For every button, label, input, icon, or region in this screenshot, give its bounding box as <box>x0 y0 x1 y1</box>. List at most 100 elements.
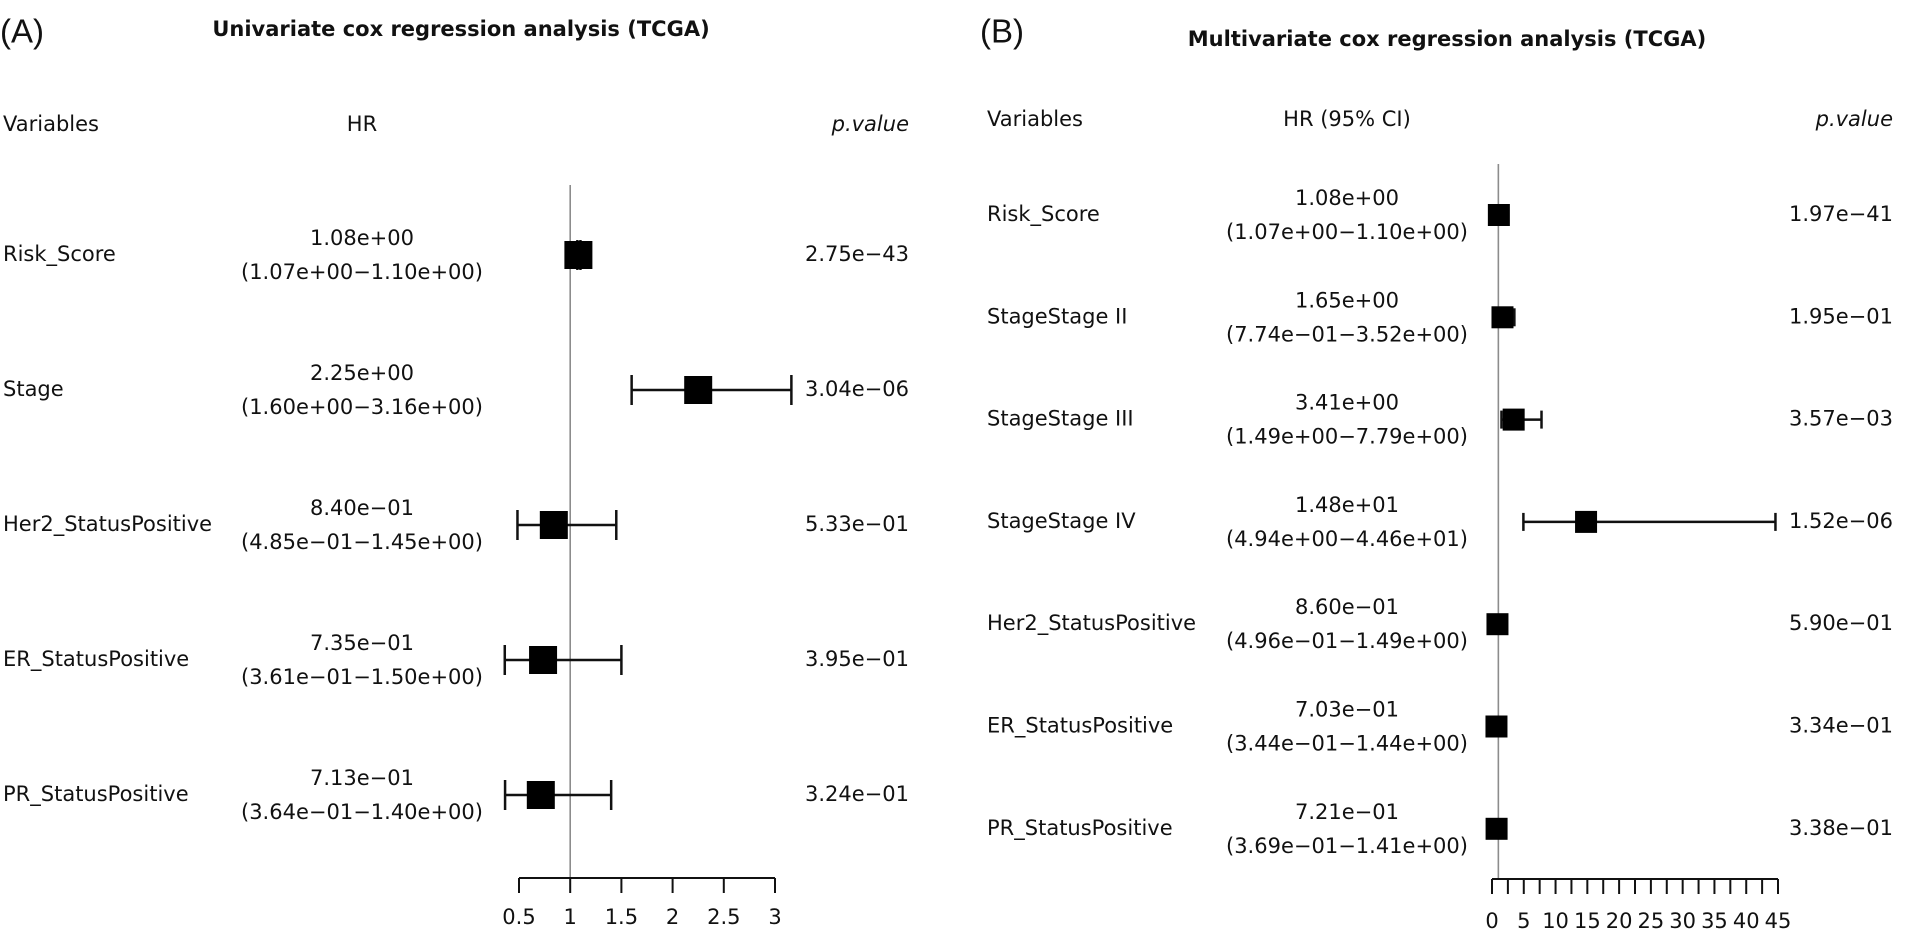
x-tick-label: 35 <box>1701 909 1728 933</box>
x-tick-label: 2.5 <box>707 905 740 929</box>
variable-label: Her2_StatusPositive <box>987 611 1196 636</box>
chart-title: Multivariate cox regression analysis (TC… <box>1188 27 1706 51</box>
p-value: 5.90e−01 <box>1789 611 1893 635</box>
hr-value: 1.48e+01 <box>1295 493 1399 517</box>
forest-row: PR_StatusPositive 7.13e−01 (3.64e−01−1.40e… <box>3 766 909 824</box>
ci-value: (4.94e+00−4.46e+01) <box>1226 527 1468 551</box>
p-value: 3.34e−01 <box>1789 714 1893 738</box>
forest-row: PR_StatusPositive 7.21e−01 (3.69e−01−1.41e… <box>987 800 1893 858</box>
ci-value: (1.07e+00−1.10e+00) <box>1226 220 1468 244</box>
x-tick-label: 1.5 <box>605 905 638 929</box>
forest-row: Her2_StatusPositive 8.60e−01 (4.96e−01−1.4… <box>987 595 1893 653</box>
variable-label: StageStage III <box>987 407 1134 431</box>
x-tick-label: 40 <box>1733 909 1760 933</box>
forest-row: Stage 2.25e+00 (1.60e+00−3.16e+00) 3.04e−06 <box>3 361 909 419</box>
hr-value: 7.03e−01 <box>1295 698 1399 722</box>
p-value: 1.52e−06 <box>1789 509 1893 533</box>
variable-label: StageStage IV <box>987 509 1136 533</box>
header-hr: HR <box>347 112 377 136</box>
x-tick-label: 2 <box>666 905 679 929</box>
header-hr: HR (95% CI) <box>1283 107 1411 131</box>
forest-row: Risk_Score 1.08e+00 (1.07e+00−1.10e+00) 2.7… <box>3 226 909 284</box>
p-value: 1.95e−01 <box>1789 304 1893 328</box>
forest-row: StageStage III 3.41e+00 (1.49e+00−7.79e+00… <box>987 391 1893 449</box>
x-tick-label: 5 <box>1517 909 1530 933</box>
hr-value: 3.41e+00 <box>1295 391 1399 415</box>
variable-label: ER_StatusPositive <box>987 714 1173 739</box>
hr-point-box <box>684 376 713 404</box>
ci-value: (3.64e−01−1.40e+00) <box>241 800 483 824</box>
hr-point-box <box>1487 204 1510 226</box>
p-value: 1.97e−41 <box>1789 202 1893 226</box>
hr-point-box <box>1486 613 1509 636</box>
hr-value: 7.13e−01 <box>310 766 414 790</box>
hr-value: 1.65e+00 <box>1295 288 1399 312</box>
header-pvalue: p.value <box>1815 107 1893 131</box>
p-value: 3.57e−03 <box>1789 407 1893 431</box>
ci-value: (4.85e−01−1.45e+00) <box>241 530 483 554</box>
panel-b: (B) Multivariate cox regression analysis … <box>980 13 1893 933</box>
hr-value: 7.21e−01 <box>1295 800 1399 824</box>
hr-point-box <box>1491 306 1514 329</box>
header-pvalue: p.value <box>831 112 909 136</box>
hr-value: 2.25e+00 <box>310 361 414 385</box>
forest-row: ER_StatusPositive 7.03e−01 (3.44e−01−1.44e… <box>987 698 1893 756</box>
forest-row: ER_StatusPositive 7.35e−01 (3.61e−01−1.50e… <box>3 631 909 689</box>
variable-label: PR_StatusPositive <box>3 782 189 807</box>
forest-row: StageStage IV 1.48e+01 (4.94e+00−4.46e+01)… <box>987 493 1893 551</box>
variable-label: StageStage II <box>987 304 1127 328</box>
ci-value: (3.69e−01−1.41e+00) <box>1226 834 1468 858</box>
variable-label: Risk_Score <box>987 202 1100 227</box>
p-value: 2.75e−43 <box>805 242 909 266</box>
panel-label: (B) <box>980 13 1024 50</box>
p-value: 3.24e−01 <box>805 782 909 806</box>
x-tick-label: 0 <box>1485 909 1498 933</box>
x-tick-label: 0.5 <box>502 905 535 929</box>
hr-point-box <box>1485 715 1508 738</box>
hr-value: 8.60e−01 <box>1295 595 1399 619</box>
p-value: 3.04e−06 <box>805 377 909 401</box>
ci-value: (1.60e+00−3.16e+00) <box>241 395 483 419</box>
hr-value: 1.08e+00 <box>1295 186 1399 210</box>
ci-value: (7.74e−01−3.52e+00) <box>1226 322 1468 346</box>
chart-title: Univariate cox regression analysis (TCGA… <box>212 17 709 41</box>
hr-value: 8.40e−01 <box>310 496 414 520</box>
x-tick-label: 3 <box>768 905 781 929</box>
x-tick-label: 10 <box>1542 909 1569 933</box>
ci-value: (3.61e−01−1.50e+00) <box>241 665 483 689</box>
hr-point-box <box>539 511 568 539</box>
x-tick-label: 20 <box>1606 909 1633 933</box>
ci-value: (1.07e+00−1.10e+00) <box>241 260 483 284</box>
hr-point-box <box>1502 408 1525 431</box>
variable-label: Risk_Score <box>3 242 116 267</box>
ci-value: (3.44e−01−1.44e+00) <box>1226 732 1468 756</box>
hr-point-box <box>529 646 558 674</box>
forest-row: StageStage II 1.65e+00 (7.74e−01−3.52e+00)… <box>987 288 1893 346</box>
panel-label: (A) <box>0 13 44 50</box>
header-variables: Variables <box>987 107 1083 131</box>
forest-row: Risk_Score 1.08e+00 (1.07e+00−1.10e+00) 1.9… <box>987 186 1893 244</box>
variable-label: Stage <box>3 377 64 401</box>
hr-value: 1.08e+00 <box>310 226 414 250</box>
x-tick-label: 1 <box>564 905 577 929</box>
p-value: 5.33e−01 <box>805 512 909 536</box>
hr-value: 7.35e−01 <box>310 631 414 655</box>
x-tick-label: 25 <box>1638 909 1665 933</box>
x-tick-label: 15 <box>1574 909 1601 933</box>
hr-point-box <box>564 241 593 269</box>
x-tick-label: 45 <box>1765 909 1792 933</box>
ci-value: (4.96e−01−1.49e+00) <box>1226 629 1468 653</box>
variable-label: ER_StatusPositive <box>3 647 189 672</box>
variable-label: Her2_StatusPositive <box>3 512 212 537</box>
p-value: 3.38e−01 <box>1789 816 1893 840</box>
hr-point-box <box>1575 510 1598 533</box>
hr-point-box <box>1485 817 1508 840</box>
variable-label: PR_StatusPositive <box>987 816 1173 841</box>
panel-a: (A) Univariate cox regression analysis (T… <box>0 13 909 929</box>
forest-row: Her2_StatusPositive 8.40e−01 (4.85e−01−1.4… <box>3 496 909 554</box>
ci-value: (1.49e+00−7.79e+00) <box>1226 425 1468 449</box>
header-variables: Variables <box>3 112 99 136</box>
hr-point-box <box>526 781 555 809</box>
p-value: 3.95e−01 <box>805 647 909 671</box>
